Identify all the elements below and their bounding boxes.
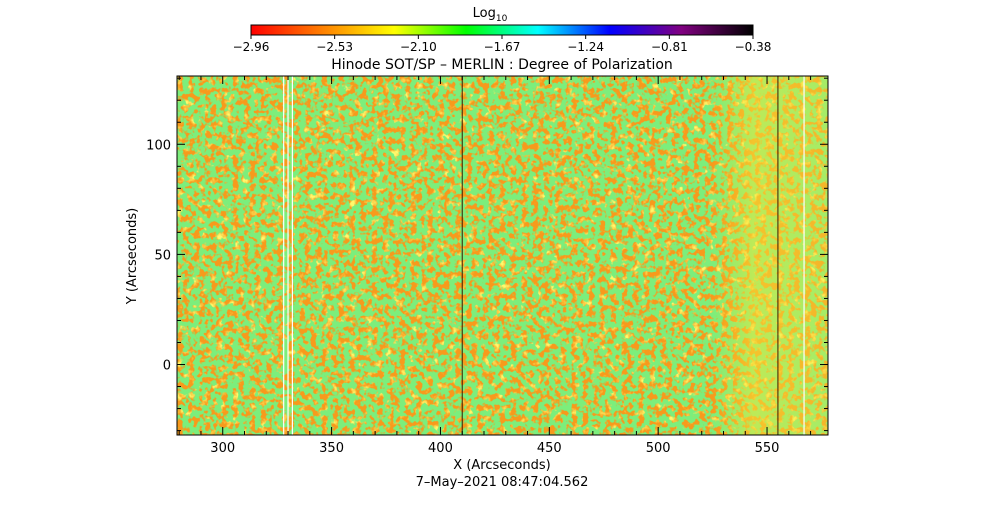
colorbar-tick-label: −1.67	[484, 40, 521, 54]
colorbar-tick-label: −2.96	[233, 40, 270, 54]
y-tick-label: 100	[146, 138, 171, 153]
colorbar-tick-label: −2.10	[400, 40, 437, 54]
x-axis-ticks: 300 350 400 450 500 550	[178, 76, 812, 456]
timestamp: 7–May–2021 08:47:04.562	[416, 475, 589, 490]
colorbar-tick-label: −0.38	[735, 40, 772, 54]
heatmap-field	[177, 76, 828, 435]
x-tick-label: 300	[210, 441, 235, 456]
x-tick-label: 500	[646, 441, 671, 456]
colorbar-label: Log10	[473, 6, 508, 24]
colorbar-tick-label: −1.24	[567, 40, 604, 54]
y-axis-label: Y (Arcseconds)	[125, 208, 140, 305]
y-tick-label: 0	[163, 359, 171, 374]
plot-frame	[176, 75, 829, 436]
colorbar: Log10 −2.96 −2.53 −2.10 −1.67 −1.24 −0.81 −0.3…	[233, 6, 772, 54]
colorbar-tick-label: −2.53	[316, 40, 353, 54]
heatmap-scan-lines	[283, 76, 805, 435]
heatmap-bright-region	[712, 76, 828, 435]
y-tick-label: 50	[154, 248, 171, 263]
colorbar-tick-label: −0.81	[651, 40, 688, 54]
y-axis-ticks: 0 50 100	[146, 77, 828, 432]
chart-title: Hinode SOT/SP – MERLIN : Degree of Polar…	[331, 57, 673, 73]
colorbar-ticks: −2.96 −2.53 −2.10 −1.67 −1.24 −0.81 −0.38	[233, 35, 772, 54]
x-tick-label: 450	[537, 441, 562, 456]
x-tick-label: 400	[428, 441, 453, 456]
x-tick-label: 550	[755, 441, 780, 456]
x-tick-label: 350	[319, 441, 344, 456]
colorbar-gradient	[250, 24, 754, 36]
x-axis-label: X (Arcseconds)	[453, 458, 550, 473]
